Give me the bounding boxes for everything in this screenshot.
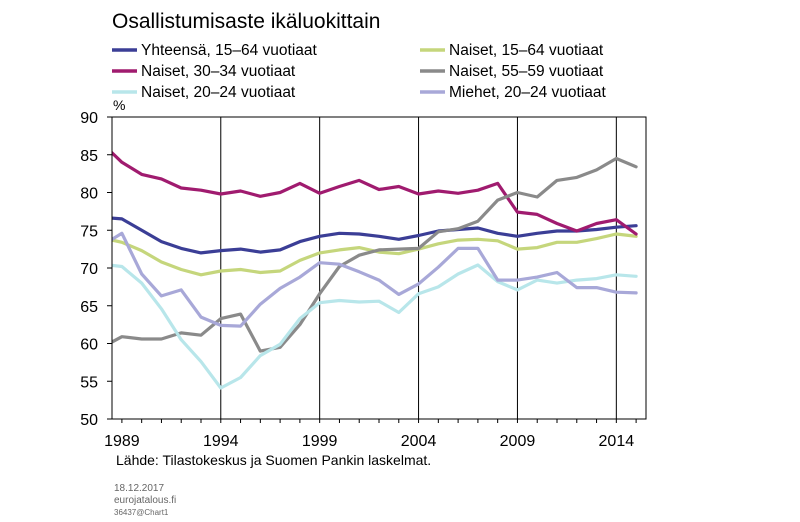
series-line-4 xyxy=(112,156,638,353)
legend-label-4: Naiset, 55–59 vuotiaat xyxy=(449,63,604,80)
x-tick-label-2004: 2004 xyxy=(401,433,437,450)
x-tick-label-2009: 2009 xyxy=(500,433,536,450)
series-line-2 xyxy=(112,232,638,277)
legend-label-1: Yhteensä, 15–64 vuotiaat xyxy=(141,42,317,59)
y-tick-label-90: 90 xyxy=(80,110,98,127)
series-line-3 xyxy=(112,150,638,236)
legend-label-2: Naiset, 15–64 vuotiaat xyxy=(449,42,604,59)
legend: Yhteensä, 15–64 vuotiaat Naiset, 30–34 vu… xyxy=(112,42,607,101)
x-tick-label-1989: 1989 xyxy=(104,433,140,450)
plot-frame xyxy=(111,116,647,420)
series-line-6 xyxy=(112,231,638,328)
legend-label-5: Naiset, 20–24 vuotiaat xyxy=(141,84,296,101)
y-tick-label-80: 80 xyxy=(80,186,98,203)
y-tick-label-75: 75 xyxy=(80,223,98,240)
footer-code: 36437@Chart1 xyxy=(114,508,169,517)
footer-site: eurojatalous.fi xyxy=(114,495,177,506)
chart-title: Osallistumisaste ikäluokittain xyxy=(112,10,380,33)
y-tick-label-70: 70 xyxy=(80,261,98,278)
legend-label-6: Miehet, 20–24 vuotiaat xyxy=(449,84,607,101)
series-line-5 xyxy=(112,263,638,390)
gridlines xyxy=(220,117,617,419)
y-tick-label-55: 55 xyxy=(80,374,98,391)
y-tick-label-50: 50 xyxy=(80,412,98,429)
x-axis: 1989 1994 1999 2004 2009 2014 xyxy=(104,419,637,450)
source-note: Lähde: Tilastokeskus ja Suomen Pankin la… xyxy=(116,452,432,468)
x-tick-label-1994: 1994 xyxy=(203,433,239,450)
x-tick-label-1999: 1999 xyxy=(302,433,338,450)
y-axis: 50 55 60 65 70 75 80 85 90 xyxy=(80,110,112,429)
series-line-1 xyxy=(112,216,638,255)
series-lines xyxy=(112,150,638,390)
legend-label-3: Naiset, 30–34 vuotiaat xyxy=(141,63,296,80)
y-axis-unit: % xyxy=(113,97,125,113)
y-tick-label-60: 60 xyxy=(80,337,98,354)
footer-date: 18.12.2017 xyxy=(114,483,165,494)
y-tick-label-85: 85 xyxy=(80,148,98,165)
y-tick-label-65: 65 xyxy=(80,299,98,316)
x-tick-label-2014: 2014 xyxy=(599,433,635,450)
